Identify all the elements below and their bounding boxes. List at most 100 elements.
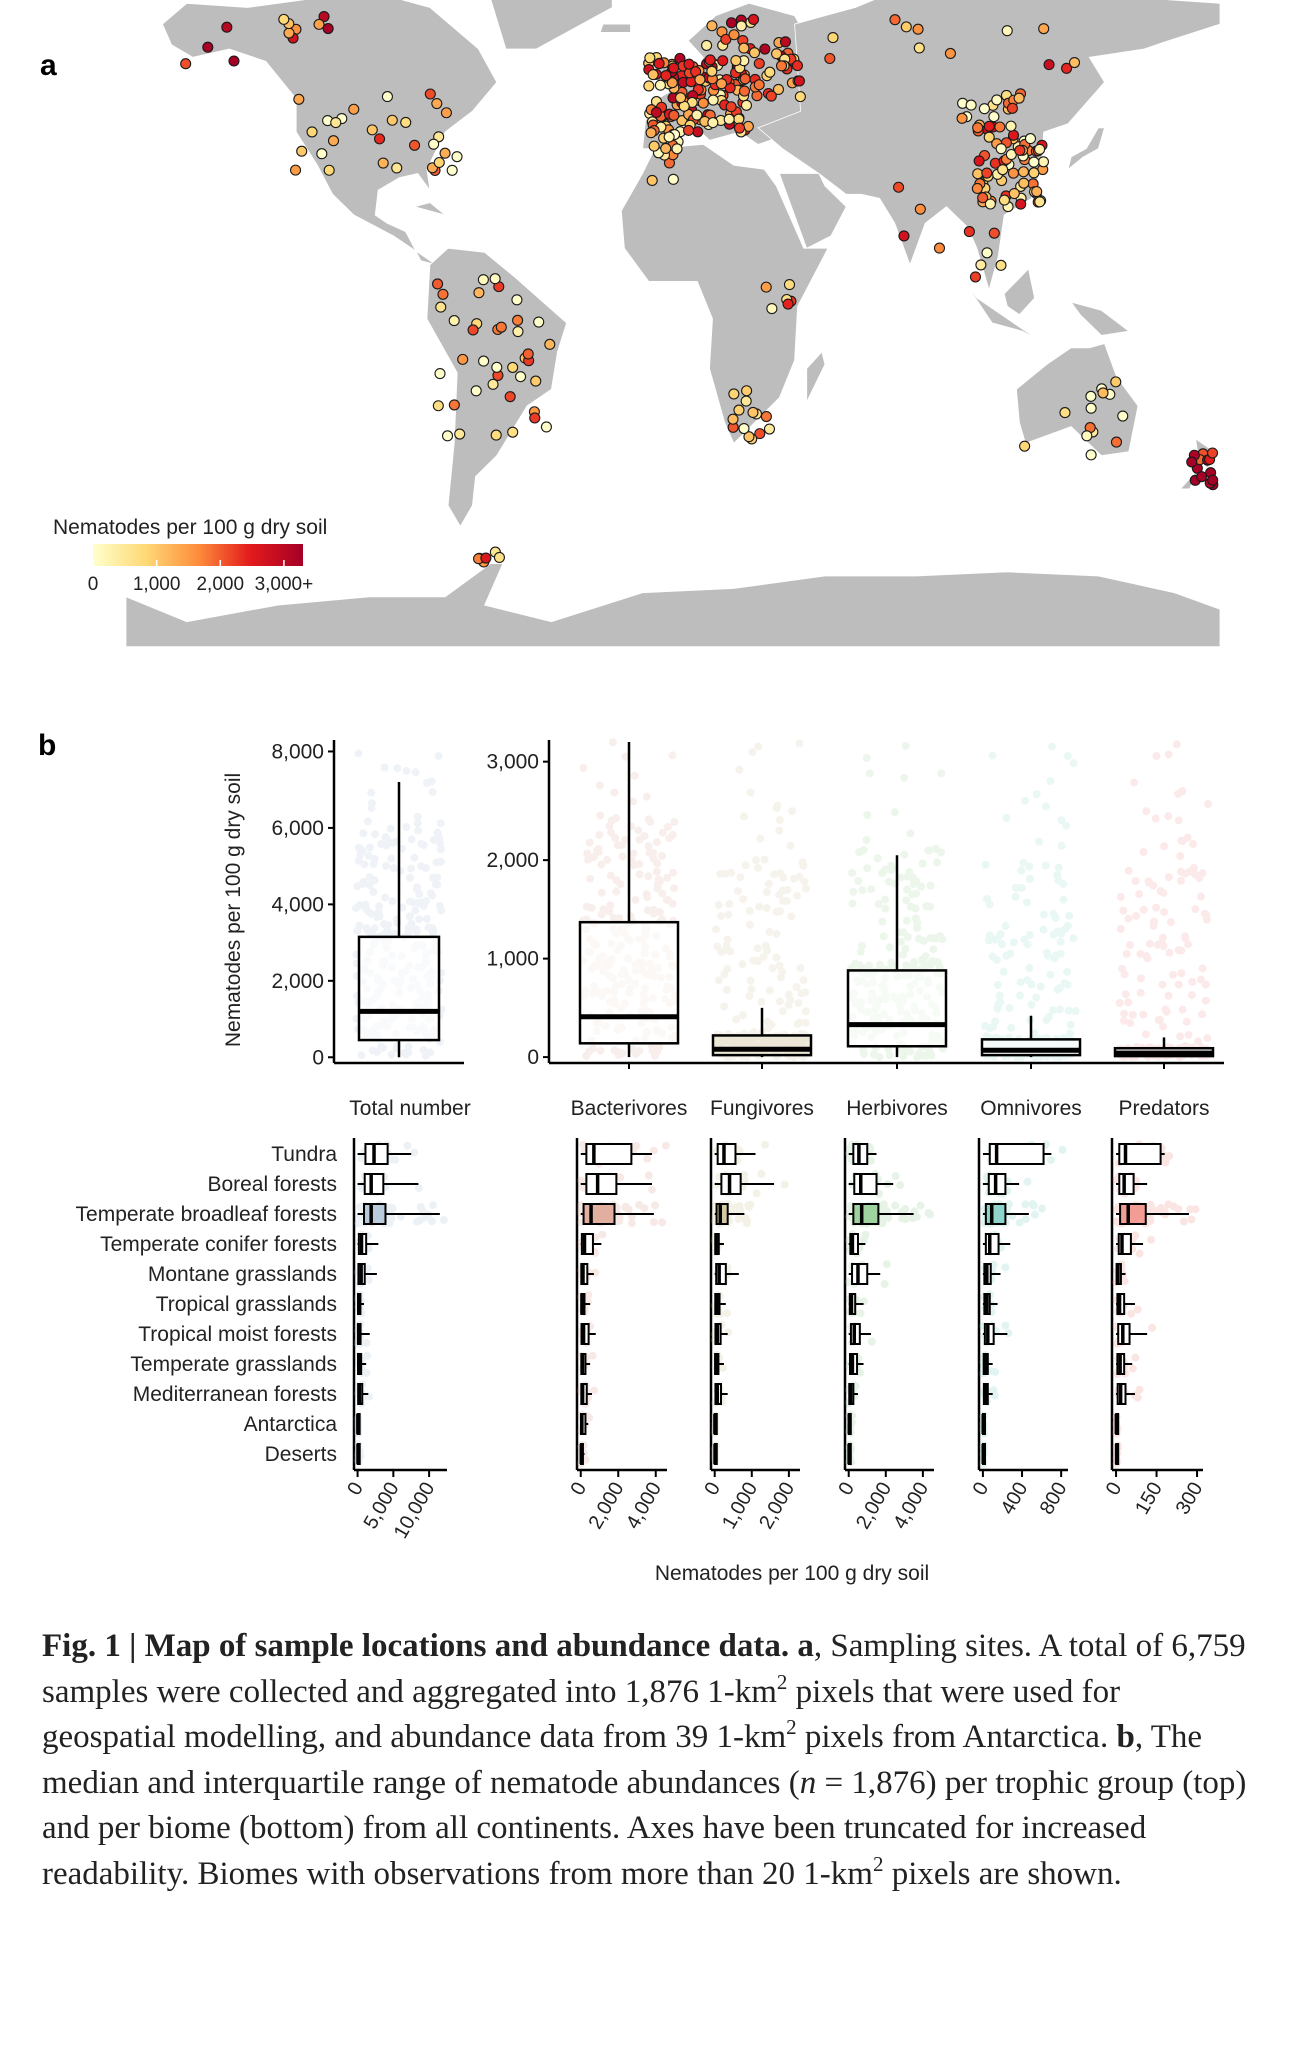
box-antarctica [844, 1410, 857, 1437]
site-point [972, 122, 984, 134]
jitter-point [909, 958, 918, 967]
site-point [981, 167, 993, 179]
jitter-point [719, 1363, 728, 1372]
box-fungivores: Fungivores [710, 739, 814, 1120]
box-tundra [844, 1140, 877, 1165]
jitter-point [902, 961, 911, 970]
jitter-point [899, 950, 908, 959]
jitter-point [1153, 940, 1162, 949]
jitter-point [386, 824, 395, 833]
jitter-point [995, 991, 1004, 1000]
landmass-japan [1067, 127, 1106, 171]
jitter-point [991, 1367, 1000, 1376]
site-point [1037, 156, 1050, 168]
jitter-point [649, 1218, 658, 1227]
jitter-point [777, 973, 786, 982]
site-point [760, 410, 772, 423]
jitter-point [778, 896, 787, 905]
jitter-mediterranean-forests [979, 1386, 999, 1406]
jitter-point [1025, 862, 1034, 871]
jitter-point [783, 885, 792, 894]
box-antarctica [979, 1411, 988, 1438]
jitter-point [609, 913, 618, 922]
jitter-point [1032, 993, 1041, 1002]
site-point [747, 406, 759, 418]
site-point [645, 127, 657, 139]
site-point [1068, 56, 1081, 69]
jitter-point [989, 1022, 998, 1031]
jitter-point [426, 889, 435, 898]
site-point [912, 23, 924, 35]
site-point [727, 413, 739, 425]
jitter-point [1165, 1152, 1174, 1161]
jitter-point [654, 875, 663, 884]
jitter-point [618, 1049, 627, 1058]
landmass-borneo [1003, 268, 1036, 316]
jitter-point [912, 877, 921, 886]
jitter-point [1195, 874, 1204, 883]
jitter-point [717, 947, 726, 956]
jitter-point [412, 927, 421, 936]
jitter-point [720, 1002, 729, 1011]
x-tick-label: 2,000 [852, 1479, 896, 1533]
jitter-point [874, 900, 883, 909]
jitter-point [663, 873, 672, 882]
caption-b-text-3: pixels are shown. [883, 1855, 1122, 1892]
box-temperate-grasslands [1113, 1353, 1140, 1378]
jitter-point [648, 1044, 657, 1053]
box-antarctica [353, 1413, 363, 1438]
site-point [318, 10, 330, 23]
jitter-point [383, 928, 392, 937]
site-point [666, 77, 678, 89]
jitter-point [1184, 1030, 1193, 1039]
jitter-point [921, 952, 930, 961]
jitter-point [631, 895, 640, 904]
jitter-point [1169, 970, 1178, 979]
jitter-point [849, 887, 858, 896]
site-point [507, 361, 519, 373]
jitter-point [862, 754, 871, 763]
jitter-point [858, 886, 867, 895]
site-point [313, 18, 325, 30]
jitter-point [801, 1007, 810, 1016]
jitter-point [999, 967, 1008, 976]
jitter-point [1027, 1000, 1036, 1009]
jitter-point [866, 1156, 875, 1165]
site-point [668, 62, 680, 74]
jitter-point [1144, 877, 1153, 886]
landmass-antarctica [125, 563, 1221, 647]
jitter-point [734, 887, 743, 896]
site-point [900, 21, 912, 33]
jitter-point [1178, 1005, 1187, 1014]
site-point [432, 400, 444, 412]
jitter-point [1069, 759, 1078, 768]
box-bacterivores: Bacterivores [571, 738, 687, 1120]
jitter-point [994, 1000, 1003, 1009]
biome-boxplots: Tundra Boreal forests Temperate broadleaf … [76, 1138, 1207, 1542]
jitter-point [753, 944, 762, 953]
site-point [504, 391, 516, 403]
jitter-point [365, 908, 374, 917]
site-point [1206, 447, 1219, 459]
jitter-point [629, 861, 638, 870]
jitter-point [1001, 1263, 1010, 1272]
jitter-point [1177, 836, 1186, 845]
legend-tick-label: 0 [88, 574, 99, 595]
jitter-point [1145, 878, 1154, 887]
jitter-point [741, 1213, 750, 1222]
jitter-point [663, 896, 672, 905]
biome-label: Tropical moist forests [138, 1323, 337, 1346]
biome-label: Temperate broadleaf forests [76, 1203, 337, 1226]
jitter-point [1051, 913, 1060, 922]
site-point [467, 324, 479, 336]
jitter-point [779, 873, 788, 882]
site-point [707, 94, 719, 106]
site-point [978, 103, 990, 115]
box-iqr [984, 1233, 1000, 1255]
jitter-point [1011, 883, 1020, 892]
site-point [431, 97, 443, 110]
jitter-point [909, 961, 918, 970]
jitter-point [370, 924, 379, 933]
jitter-point [646, 817, 655, 826]
box-tropical-moist-forests [1112, 1322, 1157, 1348]
